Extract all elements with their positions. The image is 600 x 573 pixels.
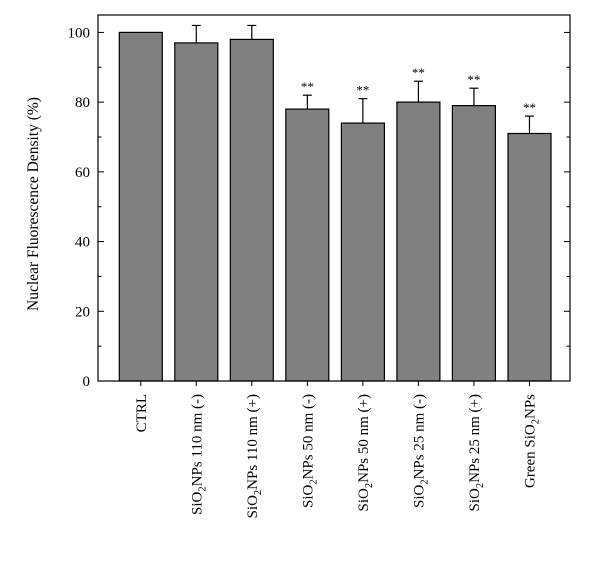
bar-1 [118, 31, 163, 382]
label-text: NPs 25 nm (-) [411, 394, 427, 479]
y-tick-label: 100 [68, 25, 91, 41]
subscript-text: 2 [364, 483, 375, 488]
subscript-text: 2 [253, 490, 264, 495]
subscript-text: 2 [419, 479, 430, 484]
label-text: CTRL [134, 394, 150, 432]
subscript-text: 2 [197, 486, 208, 491]
label-text: SiO [356, 488, 372, 512]
significance-marker-8: ** [523, 100, 536, 115]
label-text: NPs 50 nm (-) [300, 394, 316, 479]
x-tick-label-6: SiO2NPs 25 nm (-) [411, 394, 430, 508]
subscript-text: 2 [475, 483, 486, 488]
x-tick-label-4: SiO2NPs 50 nm (-) [300, 394, 319, 508]
y-tick-label: 80 [75, 95, 90, 111]
plot-frame [97, 14, 571, 382]
bar-5 [340, 122, 385, 382]
bar-2 [174, 42, 219, 382]
y-tick-label: 60 [75, 165, 90, 181]
significance-marker-7: ** [467, 72, 480, 87]
x-tick-label-3: SiO2NPs 110 nm (+) [245, 394, 264, 518]
significance-marker-6: ** [412, 65, 425, 80]
y-tick-label: 20 [75, 304, 90, 320]
significance-layer: ** ** ** ** ** [301, 65, 536, 115]
significance-marker-5: ** [356, 83, 369, 98]
x-tick-label-8: Green SiO2NPs [523, 394, 542, 488]
bar-7 [451, 104, 496, 382]
bar-3 [229, 38, 274, 382]
bars-layer [118, 31, 552, 382]
label-text: SiO [300, 485, 316, 509]
y-tick-label: 0 [83, 374, 91, 390]
x-tick-label-2: SiO2NPs 110 nm (-) [189, 394, 208, 515]
x-tick-label-1: CTRL [134, 394, 150, 432]
label-text: SiO [189, 491, 205, 515]
label-text: Green SiO [523, 424, 539, 488]
subscript-text: 2 [308, 479, 319, 484]
label-text: NPs 25 nm (+) [467, 394, 483, 483]
y-tick-labels: 0 20 40 60 80 100 [68, 25, 91, 390]
label-text: SiO [245, 495, 261, 519]
label-text: SiO [411, 485, 427, 509]
axes-layer [97, 14, 571, 386]
label-text: SiO [467, 488, 483, 512]
bar-6 [396, 101, 441, 382]
x-tick-label-5: SiO2NPs 50 nm (+) [356, 394, 375, 511]
y-tick-label: 40 [75, 235, 90, 251]
bar-8 [507, 132, 552, 382]
significance-marker-4: ** [301, 79, 314, 94]
subscript-text: 2 [531, 419, 542, 424]
y-axis-label: Nuclear Fluorescence Density (%) [25, 97, 42, 311]
label-text: NPs 50 nm (+) [356, 394, 372, 483]
error-bars-layer [191, 24, 534, 134]
bar-4 [285, 108, 330, 382]
x-tick-label-7: SiO2NPs 25 nm (+) [467, 394, 486, 511]
label-text: NPs 110 nm (-) [189, 394, 205, 486]
label-text: NPs 110 nm (+) [245, 394, 261, 490]
label-text: NPs [523, 394, 539, 419]
